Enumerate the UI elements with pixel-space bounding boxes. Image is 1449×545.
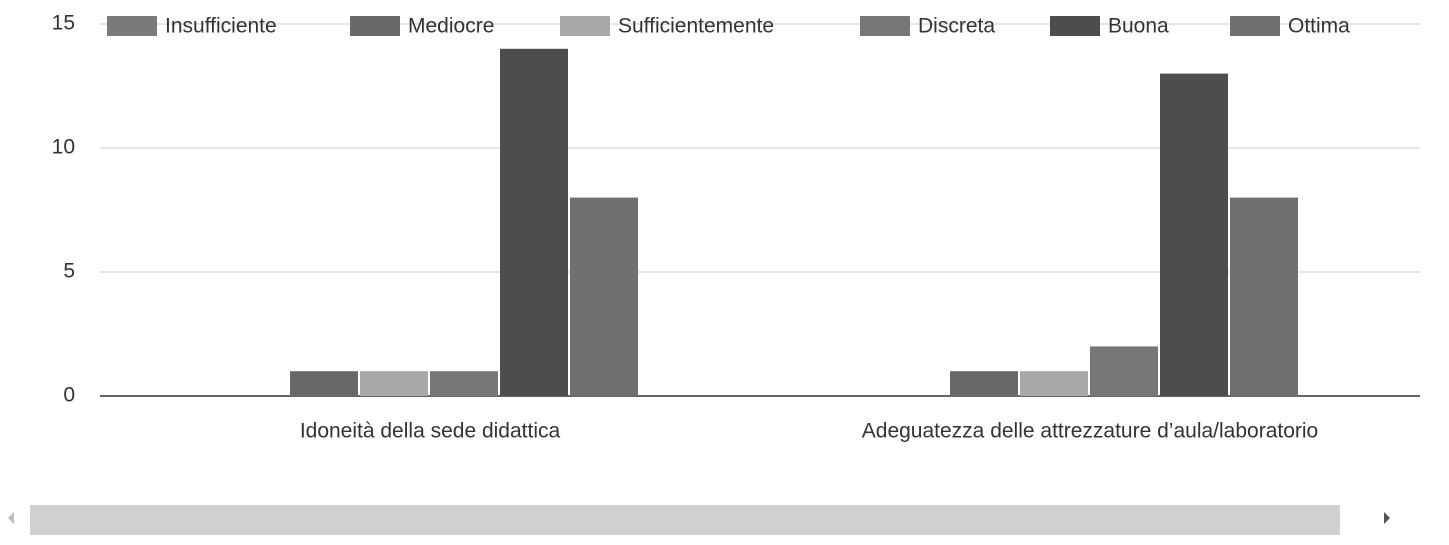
legend-label: Sufficientemente (618, 15, 774, 38)
bar (430, 371, 498, 396)
legend-label: Mediocre (408, 15, 494, 38)
y-tick-label: 15 (52, 12, 75, 35)
legend-swatch (1230, 16, 1280, 36)
y-tick-label: 5 (63, 260, 75, 283)
scroll-left[interactable] (8, 512, 14, 524)
scrollbar[interactable] (8, 505, 1390, 535)
x-tick-label: Adeguatezza delle attrezzature d’aula/la… (862, 420, 1318, 443)
legend-swatch (560, 16, 610, 36)
y-tick-label: 10 (52, 136, 75, 159)
legend-label: Buona (1108, 15, 1169, 38)
legend-label: Discreta (918, 15, 995, 38)
scroll-right[interactable] (1384, 512, 1390, 524)
y-tick-label: 0 (63, 384, 75, 407)
legend-swatch (107, 16, 157, 36)
bar (570, 197, 638, 396)
bar (360, 371, 428, 396)
bar (1230, 197, 1298, 396)
bar (950, 371, 1018, 396)
legend-label: Insufficiente (165, 15, 277, 38)
bar (290, 371, 358, 396)
legend-label: Ottima (1288, 15, 1350, 38)
bar (1160, 73, 1228, 396)
bar (1020, 371, 1088, 396)
bar (500, 48, 568, 397)
x-tick-label: Idoneità della sede didattica (300, 420, 561, 443)
scroll-thumb[interactable] (30, 505, 1340, 535)
bar (1090, 346, 1158, 396)
legend-swatch (1050, 16, 1100, 36)
legend-swatch (350, 16, 400, 36)
legend-swatch (860, 16, 910, 36)
